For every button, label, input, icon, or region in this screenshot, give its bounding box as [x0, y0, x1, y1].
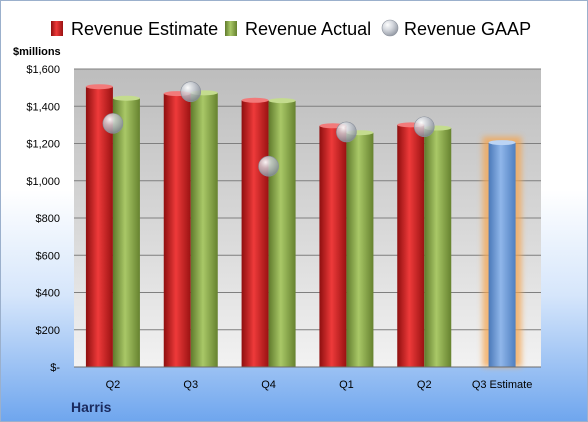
company-name: Harris	[71, 399, 112, 415]
legend-entry: Revenue GAAP	[404, 19, 531, 39]
bar-revenue-actual	[268, 100, 296, 367]
y-tick-label: $1,400	[26, 101, 60, 113]
legend-swatch	[225, 21, 237, 36]
x-tick-label: Q1	[339, 379, 354, 391]
bar-cap	[85, 84, 113, 90]
bar-revenue-estimate	[85, 86, 113, 367]
marker-revenue-gaap	[180, 81, 202, 103]
legend-entry: Revenue Estimate	[71, 19, 218, 39]
bar-revenue-estimate	[163, 93, 191, 368]
marker-revenue-gaap	[336, 121, 357, 143]
y-tick-label: $600	[36, 250, 60, 262]
x-tick-label: Q4	[261, 379, 276, 391]
bar-cap	[268, 98, 296, 104]
x-tick-label: Q3	[183, 379, 198, 391]
bar-cap	[241, 97, 269, 103]
y-tick-label: $1,200	[26, 139, 60, 151]
y-tick-label: $400	[36, 288, 60, 300]
y-tick-label: $-	[50, 362, 60, 374]
legend: Revenue Estimate Revenue Actual Revenue GA…	[51, 19, 531, 39]
x-tick-label: Q2	[417, 379, 432, 391]
bar-revenue-estimate	[319, 125, 347, 368]
legend-entry: Revenue Actual	[245, 19, 371, 39]
x-tick-label: Q3 Estimate	[472, 379, 533, 391]
bar-revenue-estimate	[241, 100, 269, 367]
marker-revenue-gaap	[413, 116, 435, 138]
x-tick-label: Q2	[106, 379, 121, 391]
y-axis-unit-label: $millions	[13, 46, 61, 58]
bar-revenue-actual	[112, 98, 140, 368]
legend-swatch	[381, 19, 399, 37]
bar-cap	[112, 95, 140, 101]
bar-revenue-actual	[424, 128, 452, 367]
bar-revenue-estimate	[397, 124, 425, 367]
y-tick-label: $1,000	[26, 176, 60, 188]
bar-revenue-estimate	[488, 142, 516, 367]
y-tick-label: $200	[36, 325, 60, 337]
marker-revenue-gaap	[258, 155, 279, 177]
y-tick-label: $800	[36, 213, 60, 225]
bar-cap	[488, 140, 516, 146]
bar-revenue-actual	[346, 132, 374, 367]
marker-revenue-gaap	[102, 113, 124, 134]
y-tick-label: $1,600	[26, 64, 60, 76]
plot-area: $- $200 $400 $600 $800 $1,000 $1,200 $1,400 $1,6…	[26, 64, 541, 391]
bar-revenue-actual	[190, 92, 218, 367]
legend-swatch	[51, 21, 63, 36]
